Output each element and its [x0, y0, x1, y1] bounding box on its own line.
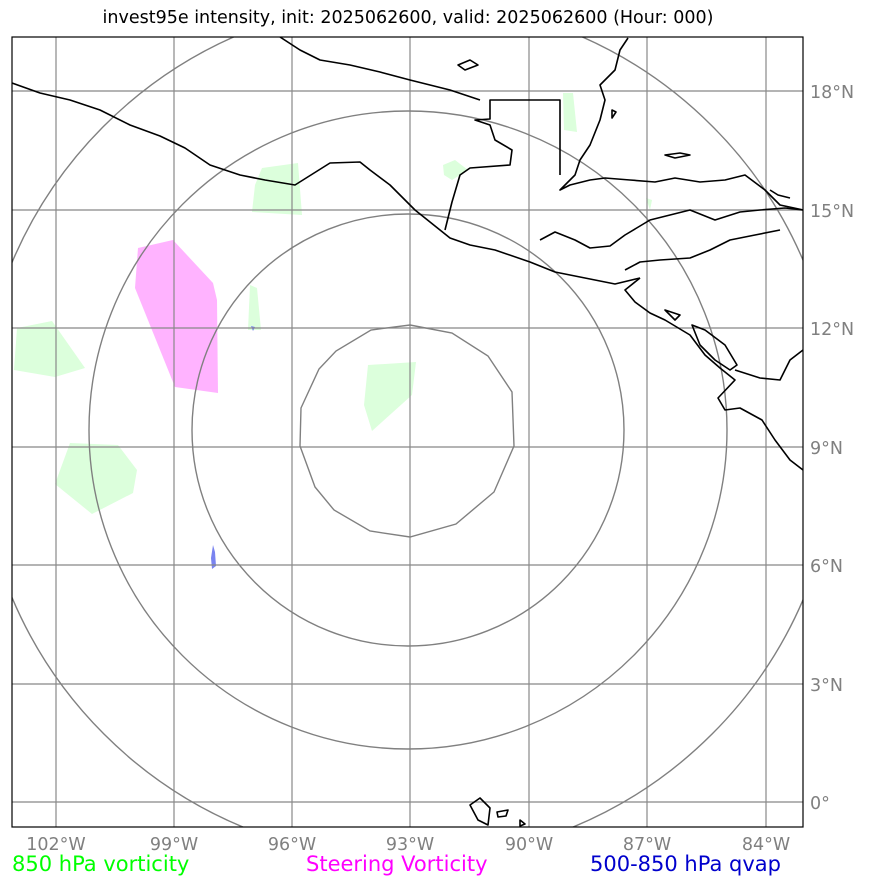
vorticity-blob: [248, 285, 261, 330]
y-axis: 18°N 15°N 12°N 9°N 6°N 3°N 0°: [810, 83, 854, 814]
range-ring-1: [299, 324, 515, 538]
lon-tick-label: 102°W: [26, 835, 85, 855]
island-small: [611, 109, 617, 119]
vorticity-blob: [443, 160, 468, 180]
legend-qvap: 500-850 hPa qvap: [590, 852, 781, 876]
central-america-pacific-coast: [624, 277, 803, 471]
vorticity-blob: [14, 321, 85, 377]
plot-frame: [11, 36, 804, 828]
range-ring-3: [88, 110, 728, 750]
steering-vorticity-contour: [135, 240, 218, 393]
guatemala-mexico-border: [444, 99, 561, 231]
lat-tick-label: 12°N: [810, 320, 854, 340]
map-background: [12, 37, 803, 827]
plot-title: invest95e intensity, init: 2025062600, v…: [102, 8, 714, 28]
gulf-of-fonseca-lake: [691, 324, 738, 371]
caribbean-coast: [559, 37, 803, 211]
honduras-border: [539, 207, 803, 249]
lat-tick-label: 6°N: [810, 557, 843, 577]
lon-tick-label: 99°W: [150, 835, 198, 855]
legend-steering-vorticity: Steering Vorticity: [306, 852, 488, 876]
lon-tick-label: 90°W: [505, 835, 553, 855]
vorticity-blob: [252, 163, 302, 215]
lon-tick-label: 93°W: [386, 835, 434, 855]
nicaragua-border: [624, 229, 781, 271]
legend-850-vorticity: 850 hPa vorticity: [12, 852, 190, 876]
range-ring-2: [191, 213, 625, 647]
lat-tick-label: 18°N: [810, 83, 854, 103]
galapagos-islands: [469, 797, 526, 827]
lat-tick-label: 9°N: [810, 439, 843, 459]
qvap-blob: [211, 545, 216, 569]
island-small: [664, 152, 691, 159]
lon-tick-label: 87°W: [623, 835, 671, 855]
costa-rica-coast: [734, 349, 803, 381]
vorticity-blob: [55, 443, 137, 514]
gridlines: [12, 37, 803, 827]
x-axis: 102°W 99°W 96°W 93°W 90°W 87°W 84°W: [26, 835, 790, 855]
gulf-coast-islands: [664, 189, 791, 321]
coastlines: [12, 37, 803, 827]
lon-tick-label: 96°W: [268, 835, 316, 855]
mexico-pacific-coast: [12, 82, 641, 285]
range-rings: [12, 37, 803, 827]
lat-tick-label: 15°N: [810, 202, 854, 222]
vorticity-blob: [563, 93, 577, 132]
lat-tick-label: 0°: [810, 794, 830, 814]
vorticity-850-contours: [14, 93, 652, 514]
island-small: [457, 59, 479, 71]
lat-tick-label: 3°N: [810, 676, 843, 696]
yucatan-west-coast: [279, 37, 481, 101]
vorticity-blob: [364, 362, 416, 431]
lon-tick-label: 84°W: [742, 835, 790, 855]
